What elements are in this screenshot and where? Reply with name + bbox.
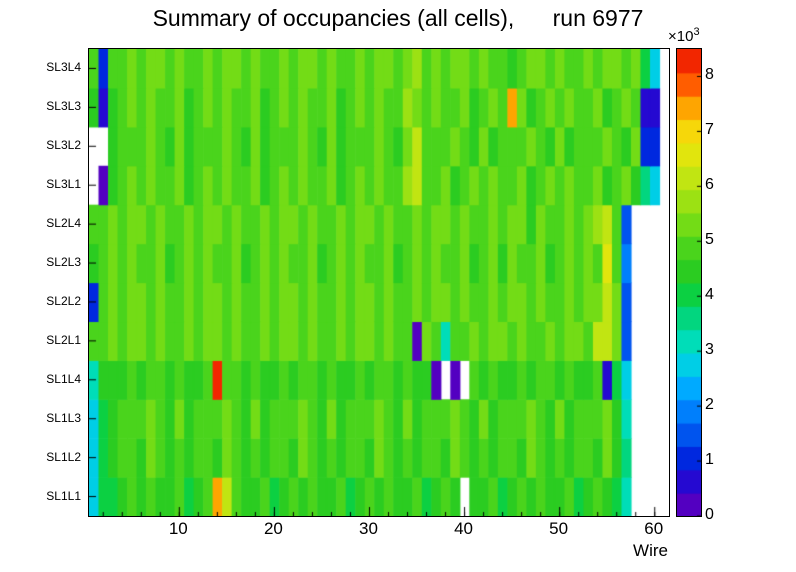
colorbar-tick-labels: 0 1 2 3 4 5 6 7 8 [705, 0, 745, 572]
y-axis-labels: SL1L1 SL1L2 SL1L3 SL1L4 SL2L1 SL2L2 SL2L3 SL2L4… [0, 0, 84, 572]
colorbar-tick-label-7: 7 [705, 121, 714, 139]
plot-frame [88, 48, 670, 517]
colorbar [676, 48, 702, 517]
x-axis-tick-labels: 10 20 30 40 50 60 [0, 519, 796, 541]
colorbar-tick-label-4: 4 [705, 286, 714, 304]
y-axis-label-sl2l4: SL2L4 [46, 216, 81, 231]
x-axis-title: Wire [633, 541, 668, 560]
y-axis-label-sl1l1: SL1L1 [46, 488, 81, 503]
x-tick-label-40: 40 [454, 519, 474, 538]
colorbar-tick-label-3: 3 [705, 341, 714, 359]
colorbar-tick-label-6: 6 [705, 176, 714, 194]
colorbar-tick-label-5: 5 [705, 231, 714, 249]
colorbar-exponent-power: 3 [693, 26, 700, 38]
colorbar-tick-label-0: 0 [705, 506, 714, 523]
y-axis-label-sl3l3: SL3L3 [46, 99, 81, 114]
colorbar-tick-label-8: 8 [705, 66, 714, 84]
x-tick-label-60: 60 [644, 519, 664, 538]
y-axis-label-sl3l2: SL3L2 [46, 138, 81, 153]
y-axis-label-sl1l3: SL1L3 [46, 410, 81, 425]
x-tick-label-50: 50 [549, 519, 569, 538]
x-tick-label-20: 20 [263, 519, 283, 538]
colorbar-exponent-label: ×103 [668, 26, 700, 45]
colorbar-tick-label-1: 1 [705, 451, 714, 469]
chart-title: Summary of occupancies (all cells), run … [152, 5, 644, 31]
colorbar-tick-label-2: 2 [705, 396, 714, 414]
colorbar-canvas [677, 49, 701, 516]
heatmap-canvas [89, 49, 669, 516]
colorbar-exponent-base: ×10 [668, 28, 694, 45]
y-axis-label-sl2l1: SL2L1 [46, 332, 81, 347]
y-axis-label-sl2l3: SL2L3 [46, 255, 81, 270]
y-axis-label-sl1l2: SL1L2 [46, 449, 81, 464]
y-axis-label-sl3l1: SL3L1 [46, 177, 81, 192]
x-tick-label-10: 10 [168, 519, 188, 538]
y-axis-label-sl2l2: SL2L2 [46, 293, 81, 308]
x-tick-label-30: 30 [359, 519, 378, 538]
y-axis-label-sl1l4: SL1L4 [46, 371, 81, 386]
y-axis-label-sl3l4: SL3L4 [46, 60, 81, 75]
